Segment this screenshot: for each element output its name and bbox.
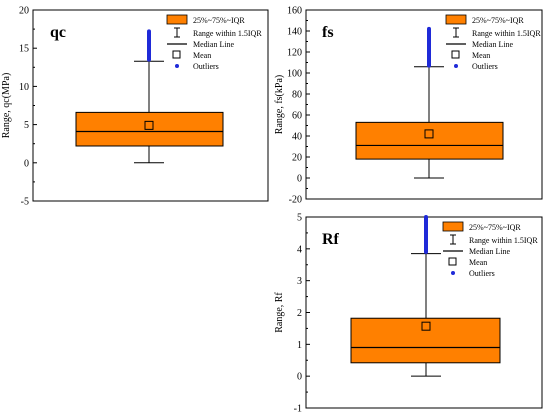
legend-range-glyph [174,27,180,38]
y-tick-label: 160 [287,6,302,17]
legend-outlier-glyph [454,64,458,68]
chart-panel-fs: -20 0 20 40 60 80 100 120 140 160 Range, fs(kPa) fs… [274,6,543,206]
legend-label-mean: Mean [469,258,487,267]
y-tick-label: 5 [24,120,29,131]
y-tick-label: -5 [21,197,29,208]
legend-label-iqr: 25%~75%~IQR [472,16,524,25]
legend-label-range: Range within 1.5IQR [469,236,538,245]
legend: 25%~75%~IQR Range within 1.5IQR Median Lin… [166,14,262,71]
iqr-box [355,121,504,160]
y-tick-label: 0 [297,174,302,185]
y-tick-label: 4 [297,244,302,255]
y-tick-label: 100 [287,69,302,80]
legend-mean-glyph [451,50,460,59]
legend-label-mean: Mean [193,51,211,60]
legend-label-range: Range within 1.5IQR [193,29,262,38]
mean-marker [144,120,154,130]
y-axis-label: Range, qc(MPa) [1,73,12,139]
legend-label-iqr: 25%~75%~IQR [469,223,521,232]
legend: 25%~75%~IQR Range within 1.5IQR Median Lin… [442,221,538,278]
legend-label-median: Median Line [193,40,235,49]
legend-label-iqr: 25%~75%~IQR [193,16,245,25]
legend-range-glyph [453,27,459,38]
y-tick-label: 60 [292,111,302,122]
legend-outlier-glyph [451,271,455,275]
chart-panel-qc: -5 0 5 10 15 20 Range, qc(MPa) qc 25%~75%~IQR Ran… [1,6,269,208]
legend-mean-glyph [172,50,181,59]
y-tick-label: 20 [19,6,29,17]
legend-label-median: Median Line [469,247,511,256]
panel-label: fs [322,24,334,41]
y-tick-label: 1 [297,340,302,351]
legend-outlier-glyph [175,64,179,68]
y-tick-label: 2 [297,308,302,319]
legend-label-range: Range within 1.5IQR [472,29,541,38]
legend-label-outliers: Outliers [193,62,219,71]
chart-panel-rf: -1 0 1 2 3 4 5 Range, Rf Rf 25%~75%~IQR Range with… [274,213,543,415]
legend-label-mean: Mean [472,51,490,60]
legend-mean-glyph [448,257,457,266]
y-tick-label: 80 [292,90,302,101]
mean-marker [421,321,431,331]
legend-label-outliers: Outliers [469,269,495,278]
y-tick-label: 140 [287,27,302,38]
y-tick-label: 40 [292,132,302,143]
y-tick-label: 3 [297,276,302,287]
legend-label-median: Median Line [472,40,514,49]
y-tick-label: 20 [292,153,302,164]
panel-label: Rf [322,231,340,248]
mean-marker [424,129,434,139]
y-tick-label: 15 [19,44,29,55]
legend-swatch-iqr [166,14,188,25]
y-tick-label: 10 [19,82,29,93]
y-tick-label: -20 [289,195,302,206]
y-tick-label: -1 [294,404,302,415]
legend: 25%~75%~IQR Range within 1.5IQR Median Lin… [445,14,541,71]
legend-swatch-iqr [442,221,464,232]
y-axis-label: Range, fs(kPa) [274,75,285,134]
legend-range-glyph [450,234,456,245]
y-tick-label: 120 [287,48,302,59]
legend-swatch-iqr [445,14,467,25]
y-axis-label: Range, Rf [274,292,285,333]
y-tick-label: 0 [24,158,29,169]
legend-label-outliers: Outliers [472,62,498,71]
iqr-box [350,317,501,364]
panel-label: qc [50,24,66,41]
y-tick-label: 0 [297,372,302,383]
y-tick-label: 5 [297,213,302,224]
plot-frame [305,9,543,200]
